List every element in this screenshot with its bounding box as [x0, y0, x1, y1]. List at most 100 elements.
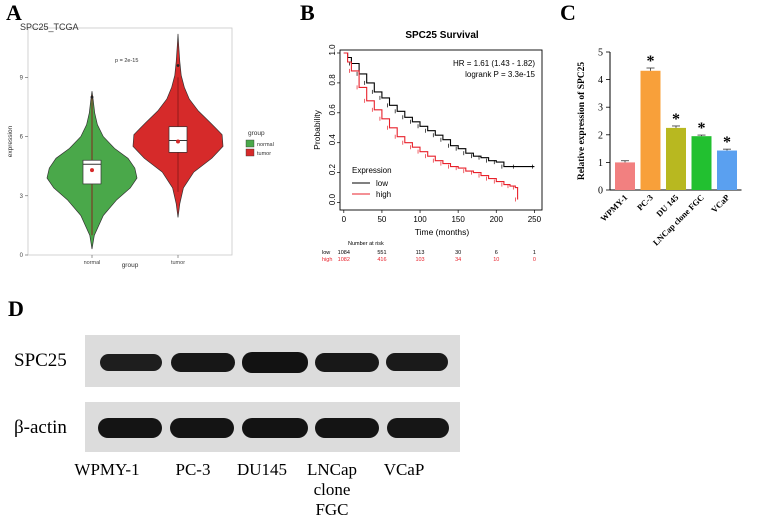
risk-value: 103 [415, 257, 424, 263]
significance-star: * [647, 53, 655, 70]
risk-value: 416 [377, 257, 386, 263]
blot-strip-actin [85, 402, 460, 452]
y-tick-label: 9 [20, 75, 24, 81]
band-spc25-vcap [386, 353, 448, 371]
survival-title: SPC25 Survival [405, 30, 479, 41]
bar-chart: 0 1 2 3 4 5 Relative expression of SPC25 WPMY-1… [577, 48, 742, 247]
survival-curve-high [343, 52, 519, 200]
survival-curve-low [343, 52, 535, 168]
y-tick-label: 1.0 [328, 44, 337, 56]
y-tick-label: 4 [598, 75, 603, 86]
outlier-tumor [176, 64, 180, 67]
panel-b: B SPC25 Survival 0.0 0.2 0.4 0.6 0.8 1.0 0 50 100… [290, 0, 550, 275]
y-tick-label: 3 [20, 194, 24, 200]
panel-c: C 0 1 2 3 4 5 Relative expression of SPC25 WPMY… [560, 0, 770, 275]
band-actin-du145 [242, 418, 308, 438]
x-tick-label: 0 [342, 215, 347, 224]
band-actin-lncap [315, 418, 379, 438]
lane-label-lncap: LNCap clone FGC [306, 460, 358, 519]
y-tick-label: 0.0 [328, 193, 337, 205]
violin-p-annotation: p = 2e-15 [115, 58, 138, 64]
bar-4 [691, 136, 712, 190]
x-tick-label: 250 [528, 215, 542, 224]
blot-strip-spc25 [85, 335, 460, 387]
bar-2 [640, 70, 661, 190]
x-tick-label: 50 [377, 215, 386, 224]
y-tick-label: 0 [20, 253, 24, 259]
lane-label-wpmy1: WPMY-1 [74, 460, 140, 479]
hazard-ratio-text: HR = 1.61 (1.43 - 1.82) [453, 59, 535, 68]
x-tick-label: tumor [171, 260, 185, 266]
significance-star: * [723, 134, 731, 151]
legend-label-high: high [376, 190, 391, 199]
violin-title: SPC25_TCGA [20, 22, 79, 32]
x-tick-label: normal [84, 260, 101, 266]
y-tick-label: 2 [598, 130, 603, 141]
legend-swatch-normal [245, 139, 255, 148]
risk-table-heading: Number at risk [348, 241, 384, 247]
y-axis-label: expression [7, 125, 14, 157]
survival-chart: SPC25 Survival 0.0 0.2 0.4 0.6 0.8 1.0 0 50 100 1 5… [312, 30, 543, 263]
band-actin-wpmy1 [98, 418, 162, 438]
outlier-normal [90, 95, 94, 99]
panel-a-letter: A [6, 0, 22, 25]
x-tick-label: VCaP [709, 192, 731, 214]
risk-row-label-high: high [322, 257, 332, 263]
band-spc25-wpmy1 [100, 354, 162, 371]
risk-value: 1082 [338, 257, 350, 263]
y-axis-label: Probability [312, 109, 322, 149]
risk-value: 30 [455, 250, 461, 256]
mean-point-normal [90, 168, 94, 173]
risk-value: 0 [533, 257, 536, 263]
legend-title: Expression [352, 166, 392, 175]
y-axis-label: Relative expression of SPC25 [577, 62, 587, 181]
legend-label-tumor: tumor [257, 151, 271, 157]
lane-label-pc3: PC-3 [175, 460, 211, 479]
x-tick-label: 200 [490, 215, 504, 224]
band-actin-vcap [387, 418, 449, 438]
y-tick-label: 0.2 [328, 164, 337, 176]
lane-label-du145: DU145 [236, 460, 288, 479]
y-tick-label: 0 [598, 186, 603, 197]
risk-value: 113 [416, 250, 425, 256]
y-tick-label: 0.8 [328, 74, 337, 86]
x-axis-label: Time (months) [415, 227, 470, 237]
bar-1 [615, 162, 635, 190]
legend-swatch-tumor [245, 148, 255, 157]
legend-title: group [248, 130, 265, 137]
risk-value: 551 [377, 250, 386, 256]
bar-5 [717, 150, 737, 190]
band-spc25-du145 [242, 352, 308, 373]
panel-c-letter: C [560, 0, 576, 25]
band-spc25-pc3 [171, 353, 235, 372]
x-tick-label: PC-3 [635, 192, 655, 212]
risk-value: 6 [495, 250, 498, 256]
significance-star: * [698, 120, 706, 137]
y-tick-label: 3 [598, 103, 603, 114]
x-tick-label: 100 [413, 215, 427, 224]
mean-point-tumor [176, 139, 180, 144]
x-tick-label: WPMY-1 [598, 192, 629, 223]
y-tick-label: 0.6 [328, 104, 337, 116]
lane-label-vcap: VCaP [383, 460, 425, 479]
logrank-text: logrank P = 3.3e-15 [465, 70, 535, 79]
y-tick-label: 6 [20, 135, 24, 141]
risk-value: 1 [533, 250, 536, 256]
bar-3 [666, 127, 686, 190]
survival-plot-frame [339, 49, 543, 211]
y-tick-label: 0.4 [328, 134, 337, 146]
legend-label-normal: normal [257, 142, 274, 148]
significance-star: * [672, 111, 680, 128]
panel-d: D SPC25 β-actin WPMY-1 PC-3 DU145 LNCap … [0, 290, 770, 532]
band-actin-pc3 [170, 418, 234, 438]
risk-row-label-low: low [322, 250, 330, 256]
risk-value: 1084 [338, 250, 350, 256]
y-tick-label: 1 [598, 158, 603, 169]
y-tick-label: 5 [598, 48, 603, 59]
blot-row-label-spc25: SPC25 [14, 350, 67, 371]
risk-value: 34 [455, 257, 461, 263]
legend-label-low: low [376, 179, 388, 188]
blot-row-label-actin: β-actin [14, 417, 67, 438]
